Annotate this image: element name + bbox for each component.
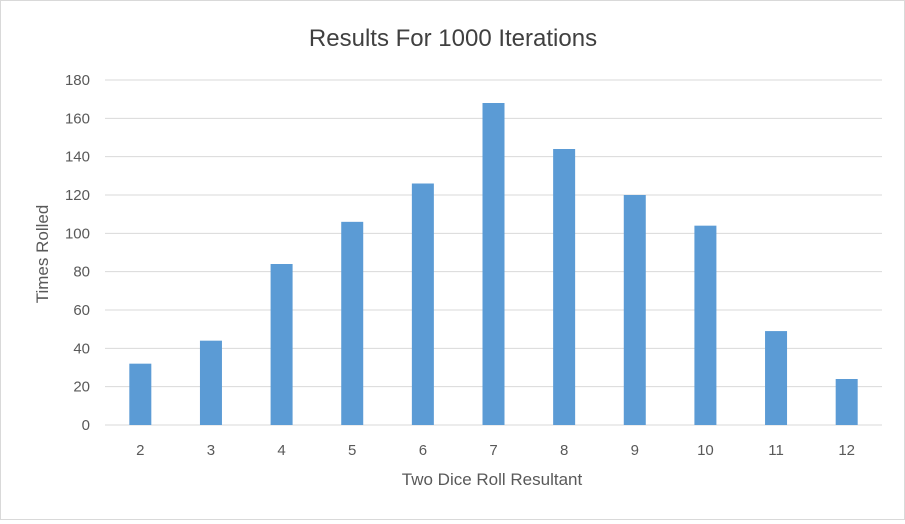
bar-9 bbox=[623, 195, 646, 425]
y-axis-tick-labels: 0 20 40 60 80 100 120 140 160 180 bbox=[65, 72, 90, 434]
x-tick-label: 4 bbox=[277, 442, 285, 459]
y-tick-label: 40 bbox=[73, 340, 90, 357]
x-axis-tick-labels: 2 3 4 5 6 7 8 9 10 11 12 bbox=[136, 442, 855, 459]
x-tick-label: 12 bbox=[838, 442, 855, 459]
x-tick-label: 8 bbox=[560, 442, 568, 459]
x-tick-label: 7 bbox=[489, 442, 497, 459]
y-tick-label: 60 bbox=[73, 302, 90, 319]
bars bbox=[129, 103, 858, 425]
y-tick-label: 140 bbox=[65, 149, 90, 166]
y-tick-label: 80 bbox=[73, 264, 90, 281]
y-tick-label: 100 bbox=[65, 225, 90, 242]
x-tick-label: 9 bbox=[631, 442, 639, 459]
bar-12 bbox=[835, 379, 858, 425]
bar-11 bbox=[765, 331, 788, 425]
chart-title: Results For 1000 Iterations bbox=[309, 25, 597, 52]
bar-2 bbox=[129, 363, 152, 425]
y-tick-label: 120 bbox=[65, 187, 90, 204]
x-axis-title: Two Dice Roll Resultant bbox=[402, 470, 583, 489]
y-tick-label: 160 bbox=[65, 110, 90, 127]
bar-10 bbox=[694, 225, 717, 425]
x-tick-label: 11 bbox=[768, 442, 784, 459]
x-tick-label: 3 bbox=[207, 442, 215, 459]
y-axis-title: Times Rolled bbox=[33, 205, 52, 304]
bar-3 bbox=[199, 340, 222, 425]
x-tick-label: 5 bbox=[348, 442, 356, 459]
x-tick-label: 2 bbox=[136, 442, 144, 459]
x-tick-label: 10 bbox=[697, 442, 714, 459]
y-tick-label: 0 bbox=[82, 417, 90, 434]
y-tick-label: 20 bbox=[73, 379, 90, 396]
bar-6 bbox=[411, 183, 434, 425]
x-tick-label: 6 bbox=[419, 442, 427, 459]
bar-5 bbox=[341, 221, 364, 425]
y-tick-label: 180 bbox=[65, 72, 90, 89]
bar-8 bbox=[553, 149, 576, 425]
bar-7 bbox=[482, 103, 505, 425]
bar-4 bbox=[270, 264, 293, 425]
